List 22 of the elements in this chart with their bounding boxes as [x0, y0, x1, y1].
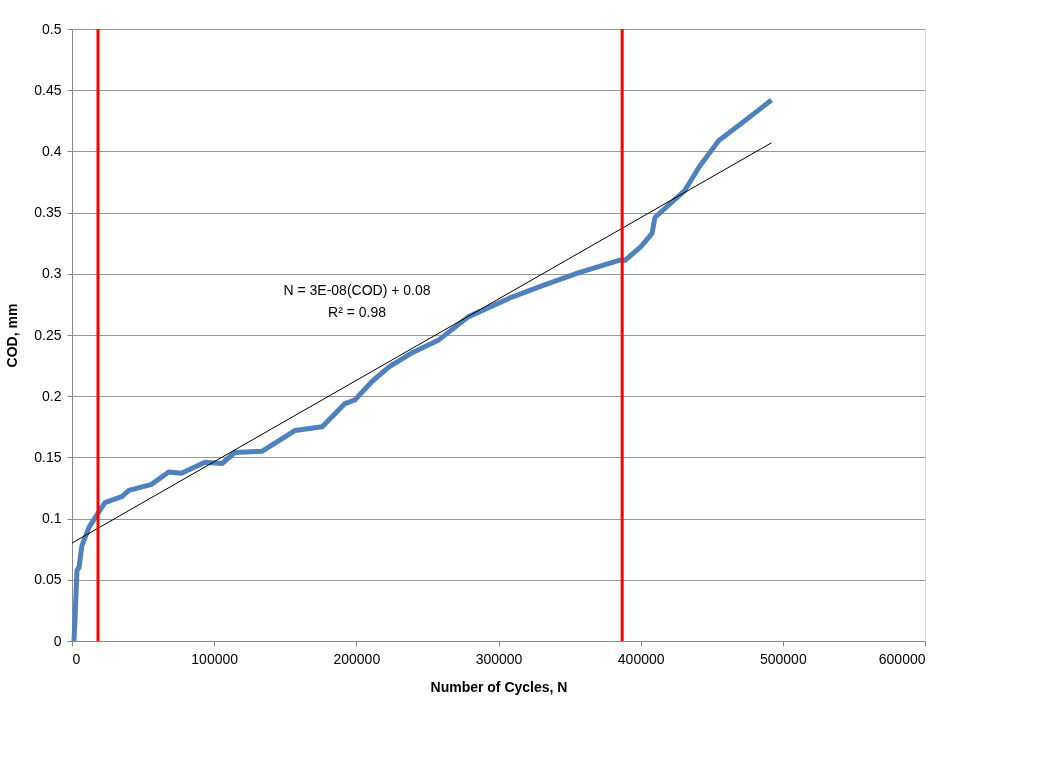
y-tick-label: 0.25 [34, 326, 62, 343]
x-tick-label: 0 [72, 650, 81, 667]
y-axis-title: COD, mm [4, 303, 21, 368]
x-tick-label: 200000 [333, 650, 381, 667]
y-tick-label: 0.15 [34, 448, 62, 465]
x-tick-label: 400000 [617, 650, 665, 667]
y-tick-label: 0.4 [42, 142, 62, 159]
x-tick-label: 600000 [878, 650, 926, 667]
x-tick-label: 300000 [475, 650, 523, 667]
y-tick-label: 0.1 [42, 510, 62, 527]
x-axis-title: Number of Cycles, N [430, 678, 568, 695]
y-tick-label: 0.3 [42, 265, 62, 282]
y-tick-label: 0 [53, 632, 62, 649]
y-tick-label: 0.05 [34, 571, 62, 588]
x-tick-label: 500000 [759, 650, 807, 667]
y-tick-label: 0.35 [34, 204, 62, 221]
y-tick-label: 0.5 [42, 20, 62, 37]
y-tick-label: 0.2 [42, 387, 62, 404]
annotation: R² = 0.98 [328, 304, 387, 320]
annotation: N = 3E-08(COD) + 0.08 [283, 282, 431, 298]
x-tick-label: 100000 [191, 650, 239, 667]
y-tick-label: 0.45 [34, 81, 62, 98]
